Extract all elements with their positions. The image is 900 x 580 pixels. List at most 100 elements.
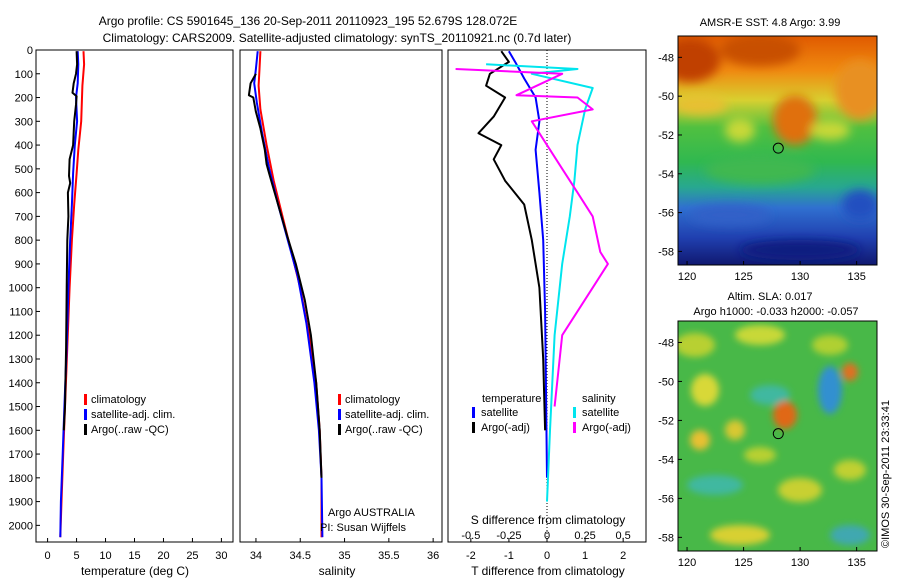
temperature-plot: 0 5 10 15 20 25 30: [45, 51, 228, 562]
difference-legend: temperature satellite Argo(-adj) salinit…: [472, 393, 631, 434]
map-y-tick-label: -52: [658, 130, 674, 142]
title-line-2: Climatology: CARS2009. Satellite-adjuste…: [103, 31, 572, 45]
depth-tick-label: 1000: [9, 283, 33, 295]
salinity-panel-frame: [239, 49, 443, 543]
s-diff-tick-label: 0.5: [616, 530, 631, 542]
salinity-xlabel: salinity: [319, 564, 356, 578]
legend-label-sal-satellite: satellite: [582, 407, 619, 419]
sst-map-frame: [677, 35, 878, 266]
map-x-tick-label: 135: [847, 557, 865, 569]
map-y-tick-label: -58: [658, 246, 674, 258]
series-line-argo-raw-qc-: [62, 51, 79, 431]
x-tick-label: 2: [620, 550, 626, 562]
depth-tick-label: 1400: [9, 378, 33, 390]
depth-tick-label: 1800: [9, 473, 33, 485]
sst-map-axes: 120 125 130 135 -48 -50 -52 -54 -56 -58: [658, 52, 866, 283]
x-tick-label: 35: [338, 550, 350, 562]
legend-label-argo: Argo(..raw -QC): [91, 424, 169, 436]
map-x-tick-label: 120: [678, 557, 696, 569]
legend-swatch-satellite: [84, 409, 87, 420]
sla-map-frame: [677, 320, 878, 552]
temperature-legend: climatology satellite-adj. clim. Argo(..…: [84, 394, 175, 436]
sla-map-axes: 120 125 130 135 -48 -50 -52 -54 -56 -58: [658, 337, 866, 569]
sla-map-title: Altim. SLA: 0.017: [728, 291, 813, 303]
depth-tick-label: 1300: [9, 354, 33, 366]
annotation-argo-australia: Argo AUSTRALIA: [328, 507, 415, 519]
x-tick-label: 10: [99, 550, 111, 562]
legend-label-satellite: satellite-adj. clim.: [345, 409, 429, 421]
map-x-tick-label: 125: [734, 557, 752, 569]
series-line-climatology: [59, 51, 86, 538]
legend-swatch-temp-argo: [472, 422, 475, 433]
x-tick-label: 25: [186, 550, 198, 562]
series-line-argo-raw-qc-: [247, 73, 323, 478]
sla-map-subtitle: Argo h1000: -0.033 h2000: -0.057: [693, 306, 858, 318]
depth-tick-label: 500: [15, 164, 33, 176]
series-line-temperature-argo-adj-: [477, 50, 547, 431]
legend-title-temperature: temperature: [482, 393, 541, 405]
s-difference-xlabel: S difference from climatology: [471, 513, 626, 527]
title-line-1: Argo profile: CS 5901645_136 20-Sep-2011…: [99, 14, 518, 28]
s-diff-tick-label: 0.25: [574, 530, 595, 542]
legend-label-sal-argo: Argo(-adj): [582, 422, 631, 434]
temperature-xlabel: temperature (deg C): [81, 564, 189, 578]
map-y-tick-label: -54: [658, 169, 674, 181]
x-tick-label: 30: [215, 550, 227, 562]
argo-location-marker-sst: [772, 142, 784, 154]
depth-tick-label: 700: [15, 211, 33, 223]
x-tick-label: -1: [504, 550, 514, 562]
series-line-satellite-adj-clim-: [59, 51, 80, 538]
depth-tick-label: 900: [15, 259, 33, 271]
depth-tick-label: 0: [27, 45, 33, 57]
depth-tick-label: 100: [15, 69, 33, 81]
depth-tick-label: 1500: [9, 402, 33, 414]
x-tick-label: 0: [544, 550, 550, 562]
map-y-tick-label: -58: [658, 532, 674, 544]
series-line-salinity-argo-adj-: [455, 68, 609, 407]
s-diff-tick-label: -0.25: [496, 530, 521, 542]
map-y-tick-label: -48: [658, 337, 674, 349]
imos-credit: ©IMOS 30-Sep-2011 23:33:41: [880, 400, 892, 548]
series-line-satellite-adj-clim-: [253, 51, 324, 538]
map-x-tick-label: 135: [847, 271, 865, 283]
map-y-tick-label: -54: [658, 454, 674, 466]
map-x-tick-label: 130: [791, 557, 809, 569]
legend-label-climatology: climatology: [345, 394, 401, 406]
map-x-tick-label: 120: [678, 271, 696, 283]
legend-swatch-climatology: [84, 394, 87, 405]
depth-tick-label: 1200: [9, 330, 33, 342]
sst-map: [678, 36, 877, 265]
sst-map-title: AMSR-E SST: 4.8 Argo: 3.99: [700, 17, 841, 29]
legend-title-salinity: salinity: [582, 393, 616, 405]
depth-tick-label: 300: [15, 116, 33, 128]
legend-swatch-sal-argo: [573, 422, 576, 433]
legend-swatch-argo: [338, 424, 341, 435]
depth-tick-label: 800: [15, 235, 33, 247]
legend-swatch-satellite: [338, 409, 341, 420]
depth-tick-label: 200: [15, 93, 33, 105]
legend-swatch-climatology: [338, 394, 341, 405]
depth-tick-label: 2000: [9, 520, 33, 532]
x-tick-label: 20: [157, 550, 169, 562]
depth-tick-label: 400: [15, 140, 33, 152]
map-x-tick-label: 125: [734, 271, 752, 283]
x-tick-label: 36: [427, 550, 439, 562]
depth-tick-label: 1900: [9, 497, 33, 509]
x-tick-label: 5: [73, 550, 79, 562]
x-tick-label: 1: [582, 550, 588, 562]
x-tick-label: 34.5: [290, 550, 311, 562]
x-tick-label: 35.5: [378, 550, 399, 562]
legend-label-temp-argo: Argo(-adj): [481, 422, 530, 434]
salinity-plot: 34 34.5 35 35.5 36: [247, 51, 439, 562]
legend-label-satellite: satellite-adj. clim.: [91, 409, 175, 421]
depth-tick-label: 1600: [9, 425, 33, 437]
map-y-tick-label: -48: [658, 52, 674, 64]
s-diff-tick-label: -0.5: [461, 530, 480, 542]
series-line-temperature-satellite: [508, 50, 548, 478]
x-tick-label: -2: [466, 550, 476, 562]
depth-tick-label: 600: [15, 188, 33, 200]
depth-tick-label: 1700: [9, 449, 33, 461]
legend-swatch-temp-satellite: [472, 407, 475, 418]
